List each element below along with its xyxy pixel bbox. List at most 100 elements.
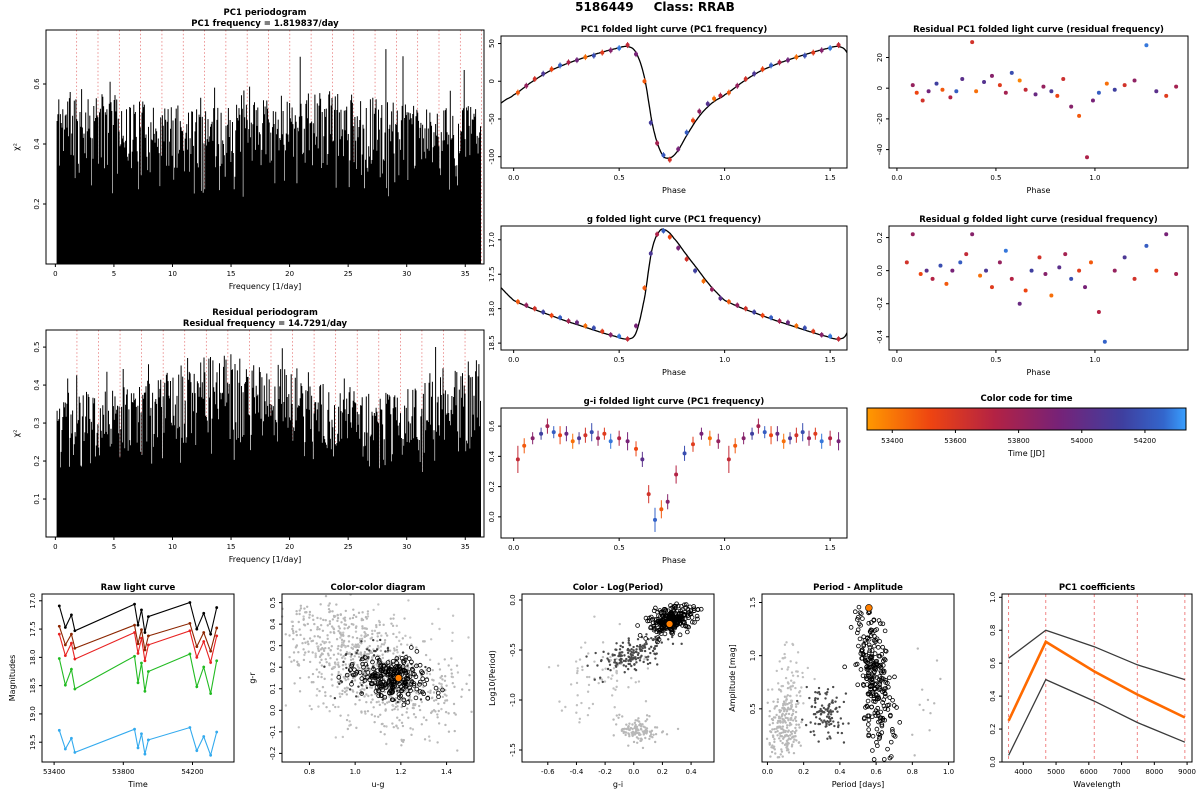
panel-color-color-diagram: 0.8 1.0 1.2 1.4 -0.2 -0.1 0.0 0.1 0.2 0.3 0.4 0.5 Co…	[242, 574, 480, 798]
svg-text:Residual g folded light curve: Residual g folded light curve (residual …	[919, 215, 1158, 225]
svg-text:χ²: χ²	[12, 430, 21, 438]
svg-text:0.2: 0.2	[33, 455, 41, 466]
svg-text:17.5: 17.5	[29, 621, 37, 637]
svg-text:Wavelength: Wavelength	[1073, 780, 1120, 789]
svg-text:15: 15	[227, 270, 236, 278]
svg-text:35: 35	[461, 543, 470, 551]
svg-text:0.0: 0.0	[628, 768, 639, 776]
svg-text:0.0: 0.0	[508, 356, 519, 364]
svg-text:6000: 6000	[1080, 768, 1098, 776]
svg-text:25: 25	[344, 270, 353, 278]
svg-text:0.4: 0.4	[834, 768, 846, 776]
svg-text:-0.6: -0.6	[541, 768, 555, 776]
svg-text:0: 0	[53, 543, 57, 551]
svg-text:0.2: 0.2	[989, 723, 997, 734]
svg-text:53800: 53800	[1007, 437, 1029, 445]
svg-text:Time: Time	[127, 780, 148, 789]
svg-text:Residual frequency = 14.7291/d: Residual frequency = 14.7291/day	[183, 319, 348, 329]
svg-text:0.6: 0.6	[33, 78, 41, 90]
svg-text:Magnitudes: Magnitudes	[8, 655, 17, 702]
svg-text:-50: -50	[488, 113, 496, 124]
svg-text:χ²: χ²	[12, 143, 21, 151]
svg-text:u-g: u-g	[371, 780, 384, 789]
object-class-label: Class: RRAB	[653, 0, 735, 14]
chart-svg-residual_periodogram: 0 5 10 15 20 25 30 35 0.1 0.2 0.3 0.4 0.5 Residual pe…	[12, 308, 485, 564]
svg-text:0.4: 0.4	[269, 618, 277, 630]
panel-period-amplitude: 0.0 0.2 0.4 0.6 0.8 1.0 0.5 1.0 1.5 Period - Ampl…	[722, 574, 960, 798]
chart-svg-g_folded: 0.0 0.5 1.0 1.5 17.0 17.5 18.0 18.5 g folded lig…	[488, 215, 848, 377]
chart-svg-raw: 53400 53800 54200 17.0 17.5 18.0 18.5 19.0 19.5 R…	[8, 583, 235, 789]
svg-text:0.6: 0.6	[488, 420, 496, 432]
svg-text:0.0: 0.0	[508, 174, 519, 182]
svg-text:8000: 8000	[1145, 768, 1163, 776]
svg-text:Log10(Period): Log10(Period)	[488, 650, 497, 706]
svg-text:0.3: 0.3	[269, 640, 277, 651]
svg-text:5: 5	[112, 543, 116, 551]
svg-text:0.8: 0.8	[989, 625, 997, 636]
svg-text:17.0: 17.0	[488, 232, 496, 248]
svg-text:-1.5: -1.5	[509, 743, 517, 757]
svg-text:18.5: 18.5	[29, 678, 37, 694]
svg-text:4000: 4000	[1014, 768, 1032, 776]
chart-svg-pc1_coefficients: 4000 5000 6000 7000 8000 9000 0.0 0.2 0.4 0.6 0.8 1…	[989, 583, 1196, 789]
svg-text:Phase: Phase	[662, 368, 686, 377]
main-title: 5186449 Class: RRAB	[455, 0, 855, 14]
svg-text:0.2: 0.2	[657, 768, 668, 776]
svg-text:20: 20	[285, 270, 294, 278]
svg-text:0.6: 0.6	[989, 657, 997, 669]
svg-text:20: 20	[876, 53, 884, 62]
svg-text:0.2: 0.2	[876, 232, 884, 243]
svg-text:1.0: 1.0	[1089, 174, 1100, 182]
svg-text:0.4: 0.4	[488, 450, 496, 462]
svg-text:Phase: Phase	[662, 556, 686, 565]
svg-text:g-r: g-r	[248, 672, 257, 684]
svg-text:-1.0: -1.0	[509, 693, 517, 707]
svg-text:-0.2: -0.2	[598, 768, 612, 776]
svg-text:0.5: 0.5	[614, 544, 625, 552]
svg-text:0.8: 0.8	[907, 768, 918, 776]
svg-text:5000: 5000	[1047, 768, 1065, 776]
svg-text:54200: 54200	[1134, 437, 1156, 445]
svg-text:0.5: 0.5	[614, 174, 625, 182]
svg-text:1.0: 1.0	[350, 768, 361, 776]
svg-text:g-i: g-i	[613, 780, 623, 789]
chart-svg-residual_pc1_folded: 0.0 0.5 1.0 -40 -20 0 20 Residual PC1 folded li…	[876, 25, 1189, 195]
svg-text:10: 10	[168, 543, 177, 551]
svg-text:g folded light curve (PC1 freq: g folded light curve (PC1 frequency)	[587, 215, 761, 225]
svg-text:53600: 53600	[944, 437, 966, 445]
svg-text:1.0: 1.0	[719, 174, 730, 182]
svg-text:1.0: 1.0	[943, 768, 954, 776]
svg-text:Frequency [1/day]: Frequency [1/day]	[229, 282, 302, 291]
svg-text:PC1 frequency = 1.819837/day: PC1 frequency = 1.819837/day	[191, 19, 339, 29]
svg-text:0.4: 0.4	[33, 138, 41, 150]
svg-text:0.1: 0.1	[33, 493, 41, 504]
svg-text:0.4: 0.4	[33, 379, 41, 391]
svg-text:25: 25	[344, 543, 353, 551]
svg-text:-0.4: -0.4	[570, 768, 584, 776]
object-id: 5186449	[575, 0, 634, 14]
svg-text:-0.5: -0.5	[509, 643, 517, 657]
svg-text:Color - Log(Period): Color - Log(Period)	[573, 583, 664, 593]
svg-text:10: 10	[168, 270, 177, 278]
svg-text:-0.2: -0.2	[876, 297, 884, 311]
svg-text:18.0: 18.0	[29, 650, 37, 666]
svg-text:-0.2: -0.2	[269, 747, 277, 761]
svg-text:53800: 53800	[112, 768, 134, 776]
svg-text:0: 0	[488, 79, 496, 83]
svg-text:1.0: 1.0	[749, 650, 757, 661]
svg-text:53400: 53400	[881, 437, 903, 445]
svg-text:Period - Amplitude: Period - Amplitude	[813, 583, 903, 593]
svg-text:0: 0	[53, 270, 57, 278]
svg-text:1.4: 1.4	[441, 768, 453, 776]
svg-text:50: 50	[488, 39, 496, 48]
svg-text:-20: -20	[876, 113, 884, 124]
svg-text:1.5: 1.5	[825, 174, 836, 182]
svg-text:20: 20	[285, 543, 294, 551]
svg-text:30: 30	[402, 543, 411, 551]
svg-text:0.4: 0.4	[686, 768, 698, 776]
panel-pc1-folded-light-curve: 0.0 0.5 1.0 1.5 -100 -50 0 50 PC1 folded light c…	[455, 10, 855, 202]
svg-text:54200: 54200	[181, 768, 203, 776]
svg-text:PC1 folded light curve (PC1 fr: PC1 folded light curve (PC1 frequency)	[581, 25, 768, 35]
panel-residual-pc1-folded: 0.0 0.5 1.0 -40 -20 0 20 Residual PC1 folded li…	[855, 10, 1196, 202]
svg-text:30: 30	[402, 270, 411, 278]
